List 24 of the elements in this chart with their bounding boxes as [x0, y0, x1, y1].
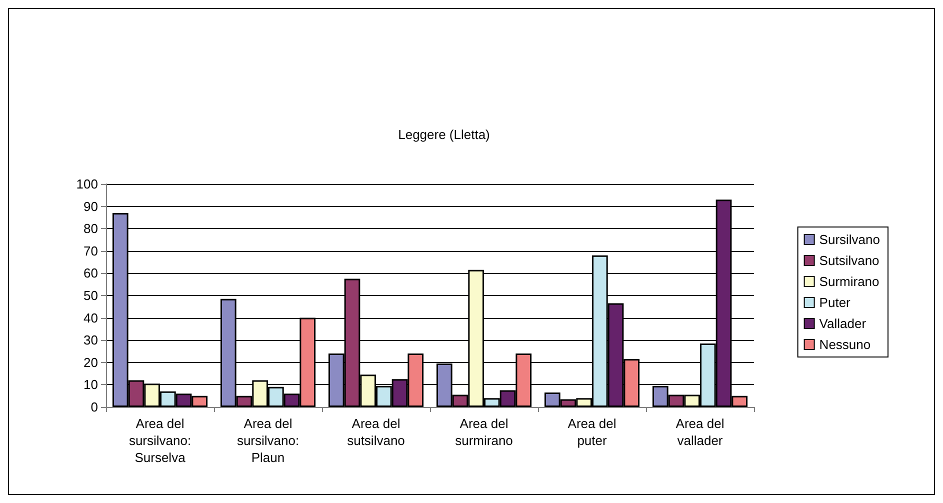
x-tick-label: Area del surmirano — [455, 416, 513, 448]
y-tick-label: 90 — [84, 198, 98, 214]
legend-label: Sursilvano — [819, 232, 880, 247]
y-tick-label: 20 — [84, 354, 98, 370]
y-tick-label: 50 — [84, 288, 98, 303]
y-tick-label: 70 — [84, 243, 98, 258]
x-tick-label: Area del sursilvano: Plaun — [236, 416, 300, 465]
x-tick-label: Area del puter — [568, 416, 616, 448]
legend-label: Puter — [819, 295, 852, 310]
y-tick-label: 0 — [90, 400, 98, 414]
x-tick-label: Area del sursilvano: Surselva — [128, 416, 192, 465]
y-tick-label: 10 — [84, 377, 98, 392]
legend-label: Vallader — [819, 316, 867, 331]
y-tick-label: 100 — [76, 176, 98, 192]
x-tick-label: Area del sutsilvano — [347, 416, 405, 448]
x-tick-label: Area del vallader — [676, 416, 724, 448]
y-tick-label: 40 — [84, 310, 98, 326]
legend-label: Nessuno — [819, 337, 871, 352]
legend-label: Surmirano — [819, 274, 880, 289]
y-tick-label: 30 — [84, 332, 98, 348]
y-tick-label: 60 — [84, 266, 98, 281]
legend-label: Sutsilvano — [819, 253, 880, 268]
y-tick-label: 80 — [84, 221, 98, 236]
chart-title: Leggere (Lletta) — [398, 127, 490, 142]
